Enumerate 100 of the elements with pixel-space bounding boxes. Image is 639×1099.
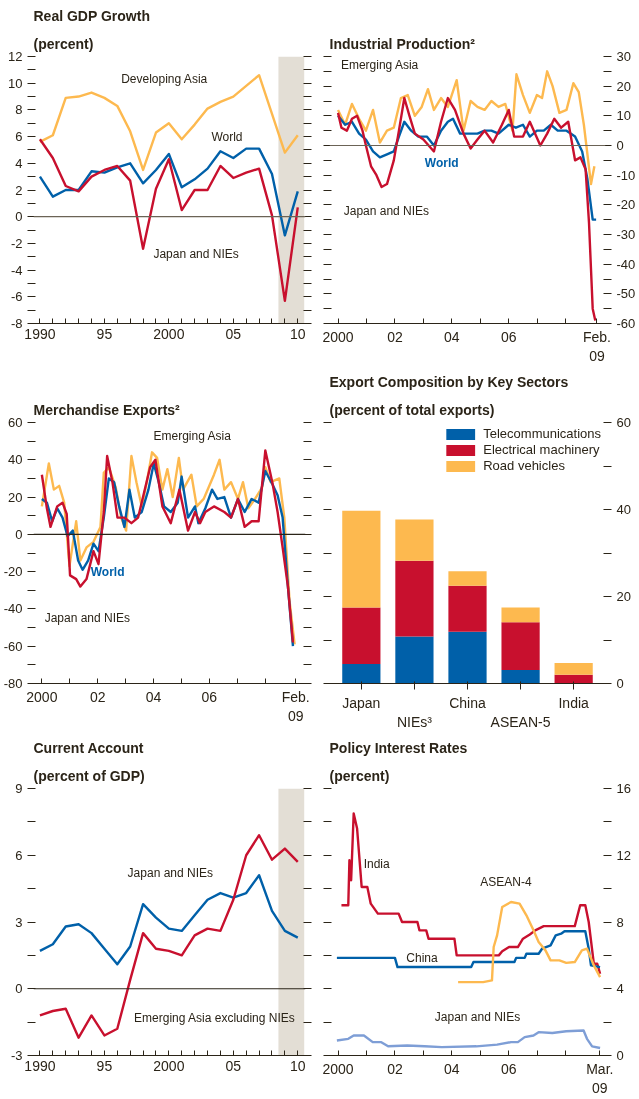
x-tick-label: 06 <box>500 1060 517 1077</box>
y-tick-label: 0 <box>616 138 624 153</box>
series-label: World <box>211 129 243 144</box>
x-tick-label: 04 <box>145 688 162 705</box>
y-tick-label: -8 <box>10 316 23 331</box>
series-label: Japan and NIEs <box>127 866 213 881</box>
x-tick-label: Japan <box>342 694 381 711</box>
series-label: Emerging Asia excluding NIEs <box>134 1010 295 1025</box>
x-tick-label: 02 <box>387 1060 403 1077</box>
x-tick-label: China <box>449 694 486 711</box>
x-tick-label: 10 <box>289 1057 306 1074</box>
y-tick-label: 20 <box>8 489 23 505</box>
y-tick-label: 8 <box>616 914 624 930</box>
x-tick-label: ASEAN-5 <box>490 713 551 730</box>
x-tick-label: NIEs³ <box>396 713 433 730</box>
series-label: Emerging Asia <box>340 58 419 73</box>
y-tick-label: 6 <box>15 847 23 863</box>
series-label: Emerging Asia <box>153 428 232 443</box>
x-tick-label: 1990 <box>24 325 56 342</box>
y-tick-label: 60 <box>8 415 23 430</box>
y-tick-label: -40 <box>3 601 23 617</box>
legend-label: Road vehicles <box>483 458 565 473</box>
x-tick-label: 95 <box>96 325 113 342</box>
series-label: India <box>363 856 390 871</box>
x-tick-label: 1990 <box>24 1057 56 1074</box>
x-tick-label: 05 <box>225 325 242 342</box>
chart-title: Export Composition by Key Sectors <box>329 373 569 390</box>
chart-subtitle: (percent of total exports) <box>329 401 495 418</box>
y-tick-label: 4 <box>616 981 624 997</box>
text: Japan and NIEs <box>44 611 131 626</box>
chart-title: Industrial Production² <box>329 35 476 52</box>
y-tick-label: -80 <box>3 676 23 691</box>
y-tick-label: -2 <box>10 235 23 251</box>
y-tick-label: 9 <box>15 781 23 796</box>
chart-subtitle: (percent of GDP) <box>33 767 145 784</box>
y-tick-label: -50 <box>616 286 636 302</box>
y-tick-label: -10 <box>616 167 636 183</box>
chart-title: Current Account <box>33 739 144 756</box>
series-label: World <box>90 564 125 579</box>
y-tick-label: 6 <box>15 129 23 145</box>
series-label: ASEAN-4 <box>480 874 532 889</box>
y-tick-label: -60 <box>3 638 23 654</box>
y-tick-label: 0 <box>15 209 23 225</box>
y-tick-label: 4 <box>15 155 23 171</box>
y-tick-label: -4 <box>10 262 23 278</box>
series-label: World <box>424 155 459 170</box>
y-tick-label: -20 <box>616 197 636 213</box>
chart-subtitle: (percent) <box>329 767 390 784</box>
chart-title: Policy Interest Rates <box>329 739 468 756</box>
x-tick-label: 2000 <box>322 1060 354 1077</box>
y-tick-label: 30 <box>616 49 631 64</box>
x-tick-label: 02 <box>89 688 106 705</box>
y-tick-label: -3 <box>10 1048 23 1063</box>
series-label: China <box>406 950 438 965</box>
y-tick-label: 10 <box>8 75 23 91</box>
chart-title: Real GDP Growth <box>33 7 150 24</box>
x-tick-label: 2000 <box>153 1057 185 1074</box>
x-tick-label: Feb. 09 <box>281 688 310 724</box>
series-label: Japan and NIEs <box>434 1010 521 1025</box>
x-tick-label: Feb. 09 <box>582 328 611 364</box>
x-tick-label: 2000 <box>153 325 185 342</box>
chart-subtitle: (percent) <box>33 35 94 52</box>
y-tick-label: 16 <box>616 781 631 796</box>
y-tick-label: 0 <box>15 526 23 542</box>
x-tick-label: 95 <box>96 1057 113 1074</box>
y-tick-label: -40 <box>616 256 636 272</box>
x-tick-label: Mar. 09 <box>586 1060 614 1096</box>
y-tick-label: 12 <box>8 49 23 64</box>
y-tick-label: 20 <box>616 78 631 94</box>
y-tick-label: 40 <box>8 452 23 468</box>
y-tick-label: -6 <box>10 289 23 305</box>
y-tick-label: 0 <box>616 676 624 691</box>
series-label: Japan and NIEs <box>153 247 239 262</box>
y-tick-label: -20 <box>3 564 23 580</box>
x-tick-label: 10 <box>289 325 306 342</box>
y-tick-label: 20 <box>616 589 631 604</box>
series-label: Developing Asia <box>121 72 208 87</box>
y-tick-label: 3 <box>15 914 23 930</box>
x-tick-label: 06 <box>201 688 218 705</box>
x-tick-label: 05 <box>225 1057 242 1074</box>
x-tick-label: 2000 <box>26 688 58 705</box>
x-tick-label: 04 <box>444 1060 460 1077</box>
y-tick-label: 40 <box>616 502 631 517</box>
x-tick-label: India <box>558 694 590 711</box>
y-tick-label: 10 <box>616 108 631 124</box>
x-tick-label: 02 <box>387 328 403 345</box>
chart-title: Merchandise Exports² <box>33 401 181 418</box>
y-tick-label: 12 <box>616 847 631 863</box>
y-tick-label: 2 <box>15 182 23 198</box>
y-tick-label: -60 <box>616 316 636 331</box>
x-tick-label: 04 <box>444 328 460 345</box>
y-tick-label: -30 <box>616 227 636 242</box>
y-tick-label: 0 <box>616 1048 624 1063</box>
text: Japan and NIEs <box>343 203 430 218</box>
legend-label: Telecommunications <box>483 426 601 441</box>
legend-label: Electrical machinery <box>483 442 600 457</box>
y-tick-label: 8 <box>15 102 23 118</box>
y-tick-label: 60 <box>616 415 631 430</box>
y-tick-label: 0 <box>15 981 23 997</box>
x-tick-label: 06 <box>500 328 517 345</box>
